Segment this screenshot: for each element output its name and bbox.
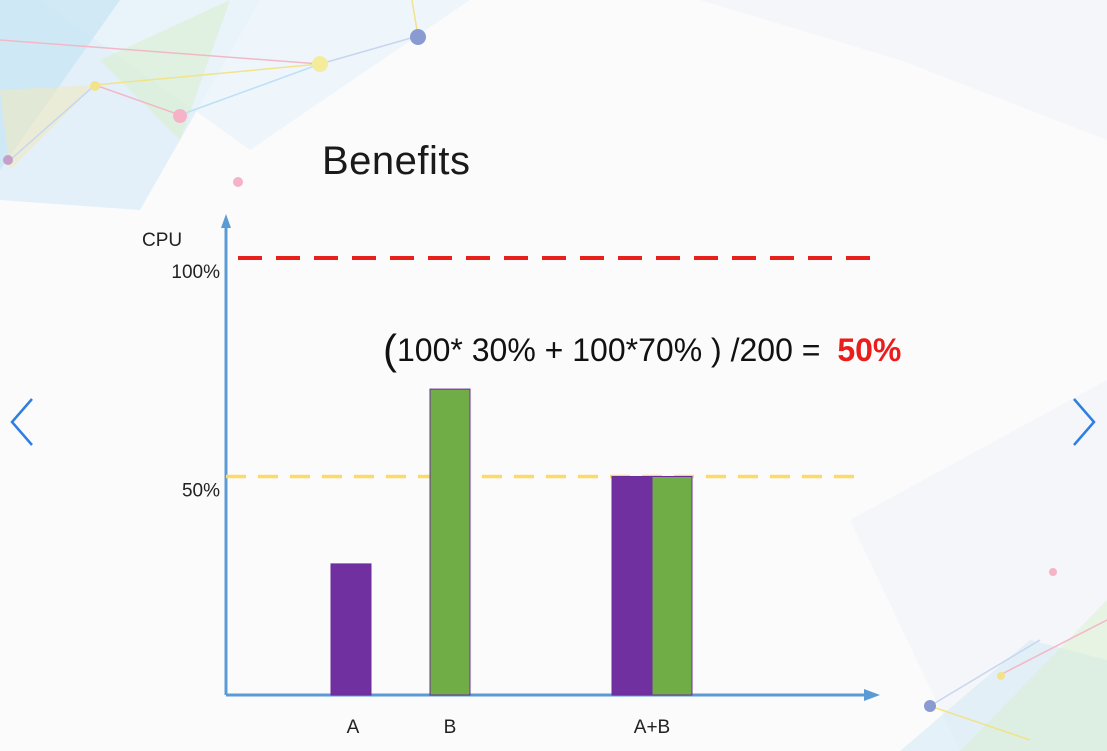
- cpu-formula: (100* 30% + 100*70% ) /200 = 50%: [383, 326, 901, 374]
- x-tick-label: A: [347, 717, 360, 738]
- bar-b-1: [429, 388, 471, 696]
- formula-expression: 100* 30% + 100*70% ) /200 =: [397, 332, 830, 368]
- x-tick-label: A+B: [634, 717, 670, 738]
- formula-open-paren: (: [383, 326, 397, 373]
- slide-title: Benefits: [322, 138, 471, 183]
- formula-result: 50%: [837, 332, 902, 368]
- y-axis-arrow: [221, 214, 231, 228]
- bar-a-plus-b-1: [611, 476, 653, 696]
- bar-a-1: [330, 563, 372, 696]
- chevron-right-icon: [1073, 398, 1096, 446]
- next-slide-button[interactable]: [1066, 395, 1102, 449]
- chevron-left-icon: [10, 398, 33, 446]
- x-tick-label: B: [444, 717, 457, 738]
- y-tick-label: 100%: [171, 262, 220, 283]
- y-axis-label: CPU: [142, 230, 182, 251]
- x-axis-arrow: [864, 689, 880, 701]
- previous-slide-button[interactable]: [4, 395, 40, 449]
- y-tick-label: 50%: [182, 481, 220, 502]
- bar-a-plus-b-2: [651, 476, 693, 696]
